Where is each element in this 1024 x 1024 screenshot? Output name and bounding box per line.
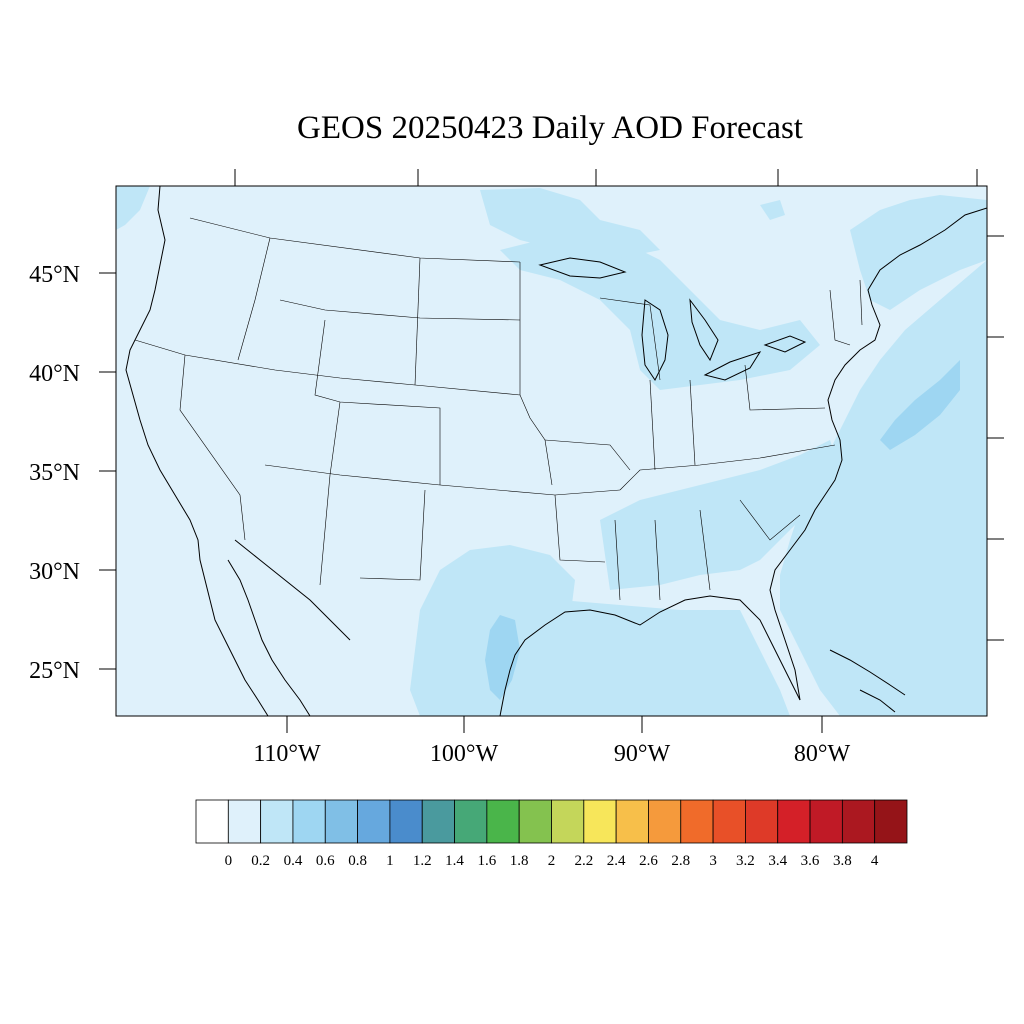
colorbar-label: 0.6	[316, 853, 335, 869]
colorbar-swatch	[324, 799, 358, 844]
map-panel	[116, 186, 987, 716]
colorbar-label: 1	[386, 853, 394, 869]
colorbar-swatch	[227, 799, 262, 844]
lon-label-100w: 100°W	[430, 741, 499, 767]
colorbar-label: 2	[548, 853, 556, 869]
colorbar-labels: 0 0.2 0.4 0.6 0.8 1 1.2 1.4 1.6 1.8 2 2.2 2.4 2.6 2.8 3…	[225, 853, 879, 869]
colorbar-swatch	[486, 799, 520, 844]
colorbar-swatch	[712, 799, 746, 844]
colorbar-label: 4	[871, 853, 879, 869]
colorbar-label: 3.8	[833, 853, 852, 869]
map-title: GEOS 20250423 Daily AOD Forecast	[297, 110, 803, 146]
colorbar-label: 3	[709, 853, 717, 869]
lon-label-90w: 90°W	[614, 741, 671, 767]
colorbar-swatch	[874, 799, 908, 844]
colorbar-label: 1.2	[413, 853, 432, 869]
colorbar-swatch	[745, 799, 779, 844]
colorbar-label: 3.2	[736, 853, 755, 869]
colorbar-swatch	[809, 799, 843, 844]
colorbar-label: 0.2	[251, 853, 270, 869]
left-ticks	[99, 272, 116, 670]
colorbar-swatch	[680, 799, 714, 844]
colorbar-label: 3.4	[768, 853, 787, 869]
state-boundaries	[134, 217, 863, 601]
colorbar-swatch	[195, 799, 229, 844]
colorbar-label: 2.6	[639, 853, 658, 869]
colorbar-label: 1.8	[510, 853, 529, 869]
aod-contour-0.4-0.6	[485, 360, 960, 700]
colorbar-swatch	[454, 799, 488, 844]
latitude-labels: 45°N 40°N 35°N 30°N 25°N	[29, 262, 80, 684]
colorbar-swatch	[421, 799, 455, 844]
colorbar-label: 2.2	[574, 853, 593, 869]
colorbar-swatch	[551, 799, 585, 844]
colorbar-label: 0.4	[284, 853, 303, 869]
top-ticks	[234, 169, 978, 186]
lon-label-80w: 80°W	[794, 741, 851, 767]
colorbar-swatch	[777, 799, 811, 844]
colorbar-label: 0.8	[348, 853, 367, 869]
colorbar-label: 2.4	[607, 853, 626, 869]
colorbar-swatch	[518, 799, 552, 844]
lat-label-45n: 45°N	[29, 262, 80, 288]
colorbar-swatch	[841, 799, 876, 844]
colorbar-swatch	[583, 799, 617, 844]
longitude-labels: 110°W 100°W 90°W 80°W	[253, 741, 850, 767]
colorbar-label: 2.8	[671, 853, 690, 869]
colorbar-swatch	[615, 799, 649, 844]
lon-label-110w: 110°W	[253, 741, 321, 767]
coastlines	[125, 186, 987, 716]
colorbar-swatch	[357, 799, 391, 844]
right-ticks	[987, 235, 1004, 641]
colorbar-swatch	[389, 799, 423, 844]
map-frame	[115, 185, 988, 717]
colorbar-swatch	[292, 799, 326, 844]
colorbar	[195, 799, 908, 844]
bottom-ticks	[286, 716, 823, 733]
colorbar-label: 3.6	[801, 853, 820, 869]
lat-label-40n: 40°N	[29, 361, 80, 387]
lat-label-35n: 35°N	[29, 460, 80, 486]
colorbar-swatch	[260, 799, 294, 844]
colorbar-label: 0	[225, 853, 233, 869]
colorbar-swatch	[648, 799, 682, 844]
colorbar-label: 1.4	[445, 853, 464, 869]
colorbar-label: 1.6	[477, 853, 496, 869]
lat-label-25n: 25°N	[29, 658, 80, 684]
lat-label-30n: 30°N	[29, 559, 80, 585]
